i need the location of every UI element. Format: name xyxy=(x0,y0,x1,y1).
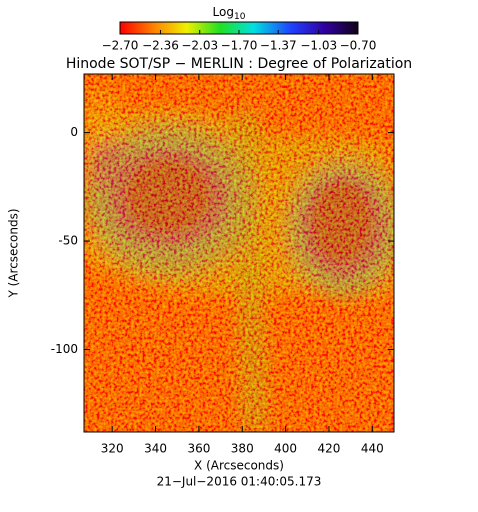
colorbar-tick-label: −1.70 xyxy=(221,39,258,53)
colorbar-tick-label: −2.03 xyxy=(181,39,218,53)
x-tick-label: 420 xyxy=(318,442,341,456)
chart-title: Hinode SOT/SP − MERLIN : Degree of Polar… xyxy=(66,56,412,72)
y-tick-label: -100 xyxy=(51,342,78,356)
colorbar-tick-label: −2.70 xyxy=(102,39,139,53)
plot-frame xyxy=(83,73,395,433)
y-axis-label: Y (Arcseconds) xyxy=(7,208,21,298)
timestamp: 21−Jul−2016 01:40:05.173 xyxy=(157,475,322,489)
x-tick-label: 440 xyxy=(361,442,384,456)
x-axis-label: X (Arcseconds) xyxy=(194,459,284,473)
y-tick-label: 0 xyxy=(70,125,78,139)
x-tick-label: 360 xyxy=(187,442,210,456)
x-tick-label: 380 xyxy=(231,442,254,456)
x-tick-label: 340 xyxy=(144,442,167,456)
colorbar-tick-label: −1.37 xyxy=(260,39,297,53)
colorbar-tick-label: −2.36 xyxy=(142,39,179,53)
x-tick-label: 400 xyxy=(274,442,297,456)
x-tick-label: 320 xyxy=(101,442,124,456)
colorbar-label: Log10 xyxy=(213,5,246,22)
colorbar-tick-label: −1.03 xyxy=(300,39,337,53)
colorbar-tick-label: −0.70 xyxy=(340,39,377,53)
y-tick-label: -50 xyxy=(58,234,78,248)
polarization-map xyxy=(84,74,394,432)
